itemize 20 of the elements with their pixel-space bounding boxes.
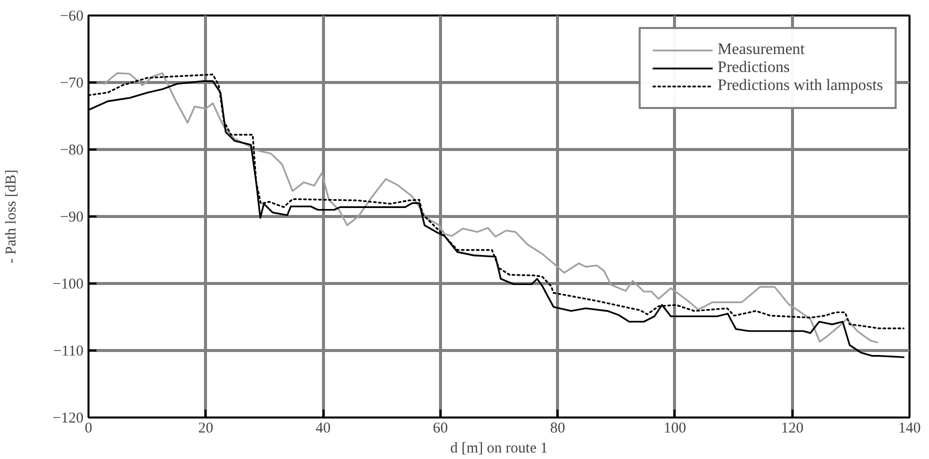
y-tick-label: −70 (60, 76, 84, 92)
y-tick-label: −120 (52, 410, 84, 426)
y-tick-label: −60 (60, 8, 84, 24)
y-tick-label: −100 (52, 276, 84, 292)
x-tick-label: 20 (198, 420, 214, 436)
legend-label: Predictions (718, 59, 790, 77)
x-tick-label: 140 (898, 420, 921, 436)
y-tick-label: −80 (60, 142, 84, 158)
x-tick-label: 80 (550, 420, 566, 436)
y-tick-label: −110 (53, 344, 84, 360)
x-tick-label: 40 (316, 420, 331, 436)
x-tick-label: 60 (432, 420, 448, 436)
y-tick-label: −90 (60, 210, 84, 226)
x-tick-label: 0 (84, 420, 92, 436)
x-axis-title: d [m] on route 1 (450, 440, 548, 456)
x-tick-label: 120 (780, 420, 804, 436)
legend-label: Predictions with lamposts (718, 77, 883, 95)
x-tick-label: 100 (664, 420, 686, 436)
legend-label: Measurement (718, 41, 805, 59)
y-axis-title: - Path loss [dB] (4, 170, 20, 264)
